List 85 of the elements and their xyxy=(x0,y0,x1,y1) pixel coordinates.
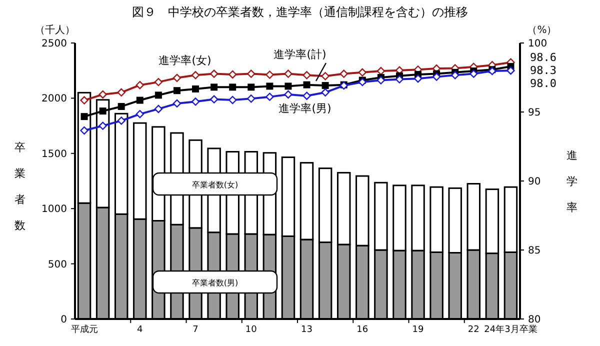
y2-tick-label: 95 xyxy=(528,108,541,118)
y-tick-label: 2000 xyxy=(42,94,67,105)
point xyxy=(284,90,292,99)
point xyxy=(154,78,163,86)
x-tick-label: 19 xyxy=(412,325,424,335)
series-label: 進学率(計) xyxy=(274,48,326,61)
series-label: 進学率(男) xyxy=(278,102,332,115)
point xyxy=(229,84,236,91)
point xyxy=(321,88,330,97)
point xyxy=(172,74,182,82)
point xyxy=(136,96,144,104)
y2-axis-title: 進学率 xyxy=(566,149,578,214)
point xyxy=(117,116,126,125)
point xyxy=(191,98,200,106)
point xyxy=(248,84,255,91)
point xyxy=(154,92,162,99)
y2-tick-label: 90 xyxy=(528,176,541,188)
point xyxy=(136,80,144,90)
series-label: 進学率(女) xyxy=(158,54,212,67)
point xyxy=(99,108,106,115)
x-tick-label: 16 xyxy=(356,325,368,335)
point xyxy=(432,72,441,81)
y-tick-label: 1000 xyxy=(42,204,67,216)
y-tick-label: 1500 xyxy=(42,148,67,160)
y2-tick-label: 85 xyxy=(528,246,541,256)
point xyxy=(340,70,348,78)
point xyxy=(321,72,330,80)
point xyxy=(266,70,274,79)
point xyxy=(154,104,163,114)
point xyxy=(80,96,88,104)
point xyxy=(117,88,126,97)
y-tick-label: 0 xyxy=(60,314,67,326)
point xyxy=(118,102,125,110)
point xyxy=(322,82,329,90)
point xyxy=(376,76,386,84)
y-tick-label: 500 xyxy=(48,259,67,270)
text: 98.6 xyxy=(530,51,556,64)
x-tick-label: 13 xyxy=(301,325,312,335)
x-tick-label: 22 xyxy=(468,325,480,335)
point xyxy=(172,99,182,108)
point xyxy=(395,75,404,84)
x-tick-label: 平成元 xyxy=(70,324,98,335)
point xyxy=(470,70,478,78)
point xyxy=(358,68,366,76)
text: 98.0 xyxy=(530,77,556,90)
point xyxy=(80,126,88,135)
point xyxy=(191,71,200,80)
point xyxy=(210,70,218,78)
point xyxy=(228,70,237,79)
y-axis-title: 卒業者数 xyxy=(14,141,26,232)
x-tick-label: 7 xyxy=(192,325,198,335)
point xyxy=(266,82,274,90)
point xyxy=(247,70,256,78)
series-label: 卒業者数(男) xyxy=(192,278,238,288)
point xyxy=(98,122,107,130)
x-tick-label: 24年3月卒業 xyxy=(484,324,538,335)
point xyxy=(247,94,256,103)
x-tick-label: 4 xyxy=(137,325,144,335)
point xyxy=(284,70,292,78)
point xyxy=(173,87,180,94)
point xyxy=(414,74,422,83)
point xyxy=(303,81,310,88)
point xyxy=(284,82,292,90)
point xyxy=(210,84,218,91)
chart-title: 図９ 中学校の卒業者数，進学率（通信制課程を含む）の推移 xyxy=(132,5,468,19)
x-tick-label: 10 xyxy=(245,325,258,335)
y2-tick-label: 80 xyxy=(528,314,541,326)
point xyxy=(210,95,218,104)
point xyxy=(266,92,274,101)
series-label: 卒業者数(女) xyxy=(192,180,238,190)
point xyxy=(451,71,460,80)
point xyxy=(98,90,107,99)
text: （千人） xyxy=(35,24,75,36)
point xyxy=(302,92,311,100)
point xyxy=(358,78,366,86)
y2-tick-label: 100 xyxy=(528,38,548,50)
point xyxy=(228,96,237,104)
y-tick-label: 2500 xyxy=(42,38,67,50)
point xyxy=(80,113,88,120)
point xyxy=(192,85,200,92)
text: 98.3 xyxy=(530,64,556,77)
point xyxy=(302,71,311,80)
text: （%） xyxy=(527,25,557,36)
point xyxy=(136,110,144,118)
point xyxy=(506,66,515,75)
